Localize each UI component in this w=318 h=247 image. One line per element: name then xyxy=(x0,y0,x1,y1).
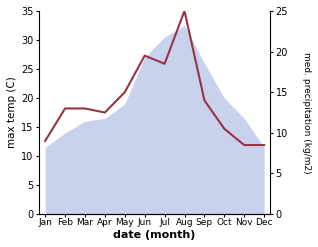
Y-axis label: med. precipitation (kg/m2): med. precipitation (kg/m2) xyxy=(302,52,311,173)
Y-axis label: max temp (C): max temp (C) xyxy=(7,77,17,148)
X-axis label: date (month): date (month) xyxy=(114,230,196,240)
